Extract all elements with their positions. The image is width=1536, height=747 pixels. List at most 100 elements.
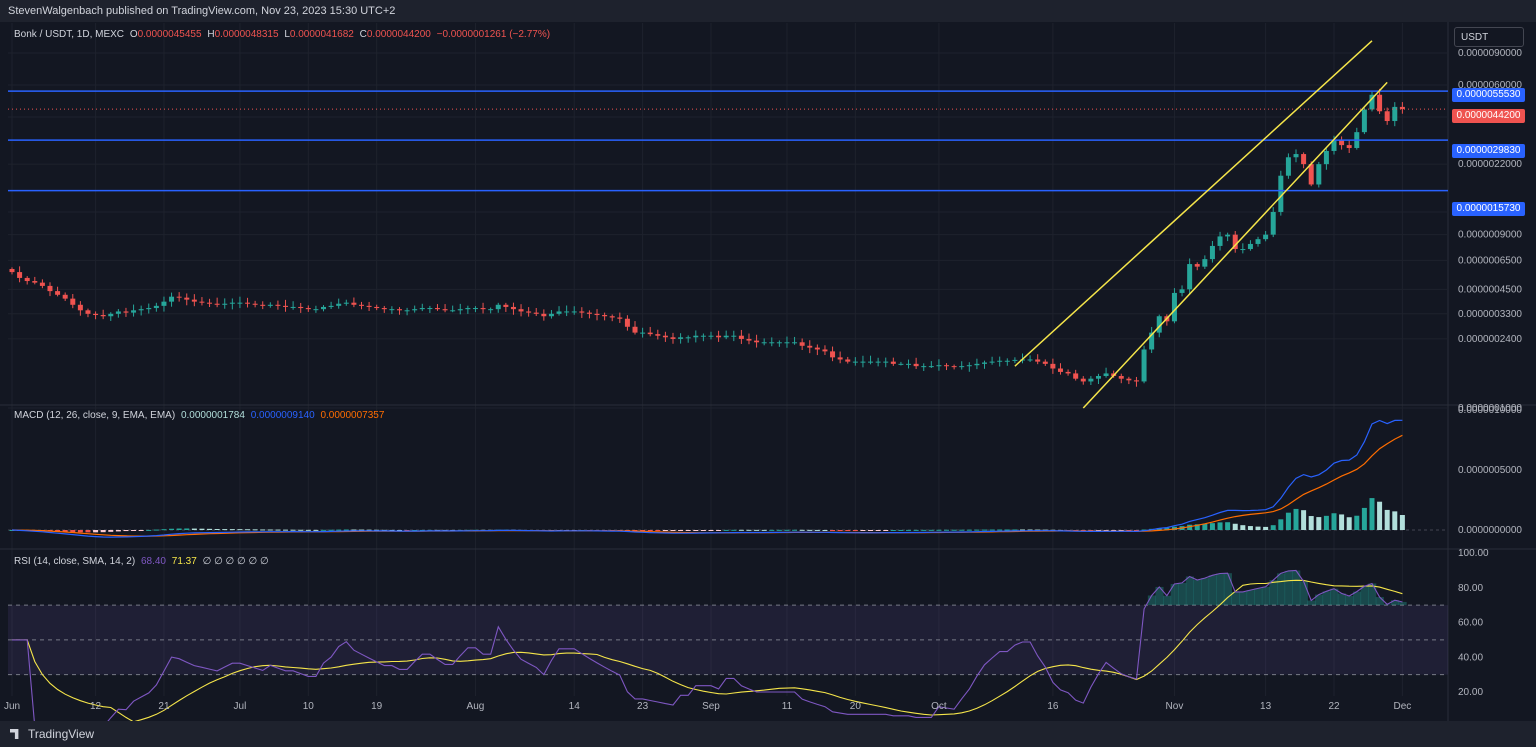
candle-body (602, 315, 608, 317)
macd-histogram-bar (229, 529, 235, 531)
macd-histogram-bar (184, 528, 190, 530)
rsi-overbought-fill (1239, 591, 1248, 606)
rsi-overbought-fill (1360, 586, 1369, 606)
price-axis-label-1: 0.0000060000 (1458, 80, 1522, 91)
macd-histogram-bar (161, 529, 167, 531)
macd-histogram-bar (1004, 529, 1010, 531)
candle-body (222, 303, 228, 305)
candle-body (100, 315, 106, 317)
candle-body (716, 335, 722, 338)
candle-body (1012, 359, 1018, 361)
rsi-axis-label-1: 80.00 (1458, 583, 1483, 594)
candle-body (510, 306, 516, 310)
macd-histogram-bar (989, 529, 995, 531)
macd-histogram-bar (754, 529, 760, 531)
footer-brand[interactable]: TradingView (28, 727, 95, 741)
candle-body (731, 335, 737, 337)
candle-body (1171, 292, 1177, 322)
candle-body (814, 347, 820, 350)
channel-line-1 (1014, 40, 1373, 367)
candle-body (290, 306, 296, 308)
candle-body (1004, 360, 1010, 362)
candle-body (883, 361, 889, 363)
candle-body (1369, 94, 1375, 110)
time-axis-label-6: Aug (467, 701, 485, 712)
macd-histogram-bar (1285, 512, 1291, 530)
macd-histogram-bar (1095, 530, 1101, 531)
macd-histogram-bar (1019, 529, 1025, 531)
candle-body (404, 310, 410, 312)
candle-body (1187, 264, 1193, 290)
macd-histogram-bar (1232, 523, 1238, 530)
candle-body (199, 301, 205, 303)
candle-body (746, 338, 752, 341)
candle-body (906, 363, 912, 365)
macd-histogram-bar (1247, 526, 1253, 530)
candle-body (579, 311, 585, 313)
candle-body (1361, 109, 1367, 133)
candle-body (321, 306, 327, 310)
macd-histogram-bar (55, 530, 61, 532)
candle-body (951, 366, 957, 368)
rsi-overbought-fill (1254, 588, 1263, 606)
candle-body (700, 335, 706, 337)
macd-histogram-bar (1111, 530, 1117, 531)
price-axis-label-0: 0.0000090000 (1458, 48, 1522, 59)
price-tag-level-2: 0.0000029830 (1452, 144, 1525, 158)
macd-histogram-bar (784, 529, 790, 531)
macd-histogram-bar (761, 529, 767, 531)
rsi-overbought-fill (1231, 591, 1240, 606)
candle-body (518, 309, 524, 312)
rsi-overbought-fill (1330, 588, 1339, 606)
candle-body (1384, 111, 1390, 122)
macd-histogram-bar (176, 528, 182, 530)
candle-body (343, 302, 349, 304)
candle-body (1095, 376, 1101, 379)
candle-body (1323, 150, 1329, 165)
candle-body (480, 308, 486, 310)
candle-body (427, 308, 433, 310)
rsi-overbought-fill (1375, 597, 1384, 606)
legend-low: 0.0000041682 (289, 29, 354, 40)
macd-histogram-bar (883, 530, 889, 531)
candle-body (556, 311, 562, 314)
candle-body (776, 342, 782, 344)
macd-histogram-bar (1103, 530, 1109, 531)
macd-histogram-bar (245, 529, 251, 531)
candle-body (662, 335, 668, 338)
chart-background (0, 22, 1536, 721)
candle-body (1247, 243, 1253, 250)
candle-body (769, 342, 775, 344)
macd-histogram-bar (1194, 524, 1200, 530)
time-axis-label-10: 11 (782, 701, 793, 712)
candle-body (381, 308, 387, 310)
macd-histogram-bar (199, 528, 205, 530)
candle-body (624, 318, 630, 327)
channel-line-2 (1082, 81, 1388, 409)
candle-body (1232, 234, 1238, 250)
time-axis-label-16: 22 (1328, 701, 1340, 712)
macd-histogram-bar (298, 529, 304, 531)
candle-body (913, 363, 919, 367)
rsi-extras: ∅ ∅ ∅ ∅ ∅ ∅ (202, 556, 269, 567)
candle-body (875, 361, 881, 363)
candle-body (153, 305, 159, 309)
candle-body (351, 302, 357, 305)
candle-body (1035, 359, 1041, 362)
candle-body (252, 303, 258, 305)
candle-body (1027, 359, 1033, 361)
macd-histogram-bar (1301, 510, 1307, 530)
rsi-ma-line (12, 579, 1403, 721)
legend-change: −0.0000001261 (−2.77%) (436, 29, 551, 40)
candle-body (115, 311, 121, 314)
candle-body (17, 272, 23, 278)
chart-canvas[interactable]: 0.00000900000.00000600000.00000400000.00… (0, 22, 1536, 721)
legend-high-label: H (207, 29, 215, 40)
price-axis-label-8: 0.0000003300 (1458, 309, 1522, 320)
candle-body (647, 332, 653, 335)
rsi-overbought-fill (1398, 601, 1407, 606)
legend-close: 0.0000044200 (366, 29, 431, 40)
rsi-overbought-fill (1284, 570, 1293, 606)
currency-button[interactable]: USDT (1454, 27, 1524, 47)
candle-body (807, 345, 813, 348)
